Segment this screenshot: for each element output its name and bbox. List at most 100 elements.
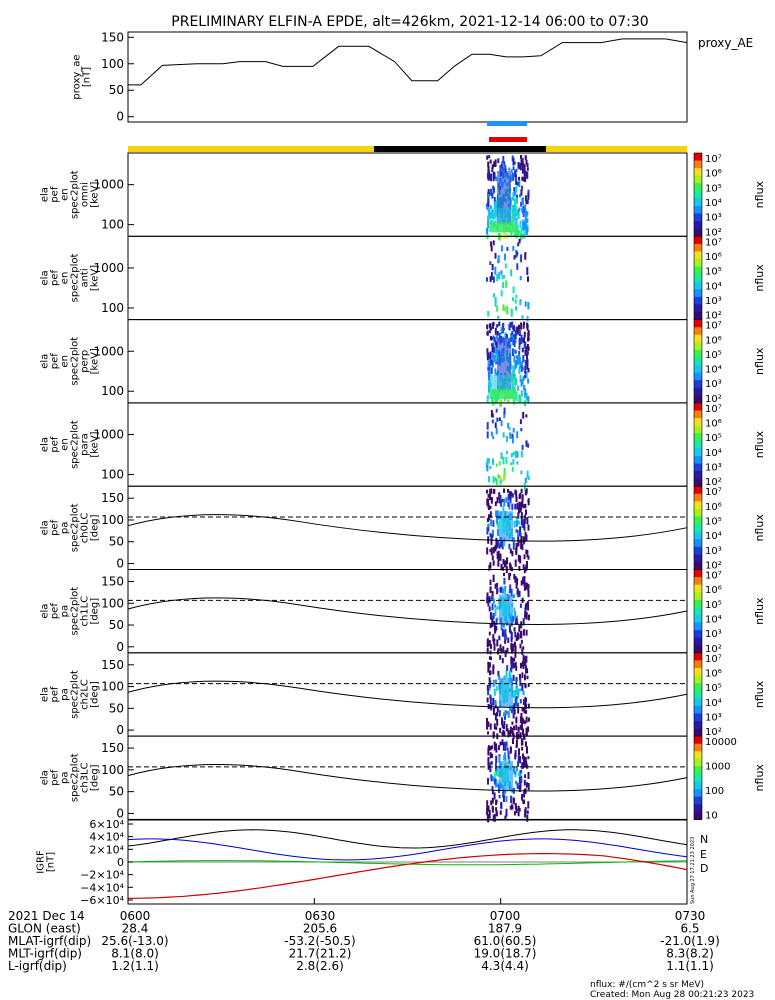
colorbar-tick-label: 1000 (705, 762, 730, 773)
spectrogram-pixel (491, 745, 494, 750)
spectrogram-pixel (512, 192, 515, 198)
spectrogram-pixel (491, 164, 494, 169)
spectrogram-pixel (510, 661, 513, 669)
spectrogram-pixel (496, 769, 499, 777)
spectrogram-pixel (495, 341, 498, 348)
spectrogram-pixel (522, 629, 525, 636)
spectrogram-pixel (525, 534, 528, 541)
colorbar-tick-label: 10⁷ (705, 487, 722, 498)
colorbar-segment (694, 266, 702, 275)
spectrogram-pixel (493, 813, 496, 822)
spectrogram-pixel (511, 721, 514, 725)
spectrogram-pixel (527, 604, 530, 611)
spectrogram-pixel (520, 364, 523, 372)
spectrogram-pixel (487, 689, 490, 696)
spectrogram-pixel (502, 282, 505, 289)
spectrogram-pixel (514, 489, 517, 495)
spectrogram-pixel (502, 456, 505, 465)
loss-cone-line (127, 680, 688, 709)
spectrogram-pixel (526, 218, 529, 224)
colorbar-segment (694, 312, 702, 321)
spectrogram-pixel (490, 245, 493, 252)
spectrogram-pixel (486, 722, 489, 730)
spectrogram-pixel (517, 726, 520, 733)
spectrogram-pixel (491, 616, 494, 620)
colorbar-tick-label: 10⁷ (705, 321, 722, 332)
spectrogram-pixel (526, 338, 529, 342)
spectrogram-pixel (518, 501, 521, 510)
spectrogram-pixel (526, 315, 529, 322)
spectrogram-pixel (523, 230, 526, 238)
spectrogram-pixel (498, 492, 501, 500)
spectrogram-pixel (514, 299, 517, 304)
spectrogram-pixel (521, 444, 524, 450)
panel-ylabel-line: pef (50, 603, 61, 620)
spectrogram-pixel (509, 432, 512, 439)
colorbar-segment (694, 524, 702, 533)
spectrogram-pixel (500, 648, 503, 654)
status-bar-yellow-right (546, 146, 687, 152)
spectrogram-pixel (488, 640, 491, 647)
spectrogram-pixel (503, 577, 506, 585)
spectrogram-pixel (495, 354, 498, 362)
footer-cell: 0730 (675, 909, 706, 923)
loss-cone-line (127, 514, 688, 542)
spectrogram-pixel (493, 172, 496, 179)
colorbar-segment (694, 622, 702, 631)
spectrogram-pixel (514, 649, 517, 658)
spectrogram-pixel (511, 330, 514, 339)
spectrogram-pixel (496, 617, 499, 621)
spectrogram-pixel (504, 590, 507, 595)
colorbar-tick-label: 10⁴ (705, 531, 722, 542)
spectrogram-pixel (493, 723, 496, 730)
colorbar-segment (694, 183, 702, 192)
spectrogram-pixel (504, 165, 507, 173)
spectrogram-pixel (490, 800, 493, 806)
spectrogram-pixel (515, 177, 517, 185)
spectrogram-pixel (527, 585, 530, 592)
spectrogram-pixel (518, 180, 521, 188)
spectrogram-pixel (526, 267, 529, 275)
spectrogram-pixel (496, 517, 498, 524)
spectrogram-pixel (525, 716, 528, 723)
spectrogram-pixel (523, 789, 526, 795)
spectrogram-pixel (499, 541, 502, 546)
colorbar-segment (694, 493, 702, 502)
spectrogram-pixel (501, 717, 503, 726)
spectrogram-pixel (495, 335, 498, 340)
spectrogram-pixel (519, 395, 522, 400)
spectrogram-pixel (494, 630, 497, 634)
spectrogram-pixel (516, 182, 519, 186)
spectrogram-pixel (523, 321, 526, 325)
spectrogram-pixel (521, 793, 524, 801)
spectrogram-pixel (525, 200, 528, 205)
spectrogram-pixel (527, 332, 530, 339)
spectrogram-pixel (489, 335, 492, 341)
spectrogram-pixel (523, 536, 526, 543)
spectrogram-pixel (512, 712, 515, 719)
spectrogram-pixel (500, 270, 503, 275)
ytick-label: 100 (101, 513, 124, 527)
spectrogram-pixel (500, 290, 503, 297)
spectrogram-pixel (519, 220, 522, 225)
spectrogram-pixel (515, 326, 518, 334)
colorbar-tick-label: 10³ (705, 379, 722, 390)
spectrogram-pixel (499, 553, 502, 561)
spectrogram-pixel (491, 806, 494, 813)
spectrogram-pixel (517, 162, 520, 169)
igrf-ytick-label: 6×10⁴ (89, 818, 124, 831)
spectrogram-pixel (494, 700, 497, 706)
spectrogram-pixel (527, 703, 530, 709)
spectrogram-pixel (521, 380, 524, 385)
igrf-ytick-label: −6×10⁴ (80, 894, 124, 907)
spectrogram-pixel (489, 768, 492, 773)
spectrogram-pixel (519, 361, 522, 369)
spectrogram-pixel (512, 398, 515, 405)
spectrogram-pixel (492, 475, 495, 484)
spectrogram-pixel (515, 232, 518, 239)
spectrogram-pixel (526, 226, 529, 233)
spectrogram-pixel (525, 665, 528, 673)
spectrogram-pixel (510, 269, 513, 277)
spectrogram-pixel (494, 623, 497, 627)
spectrogram-pixel (490, 188, 493, 196)
